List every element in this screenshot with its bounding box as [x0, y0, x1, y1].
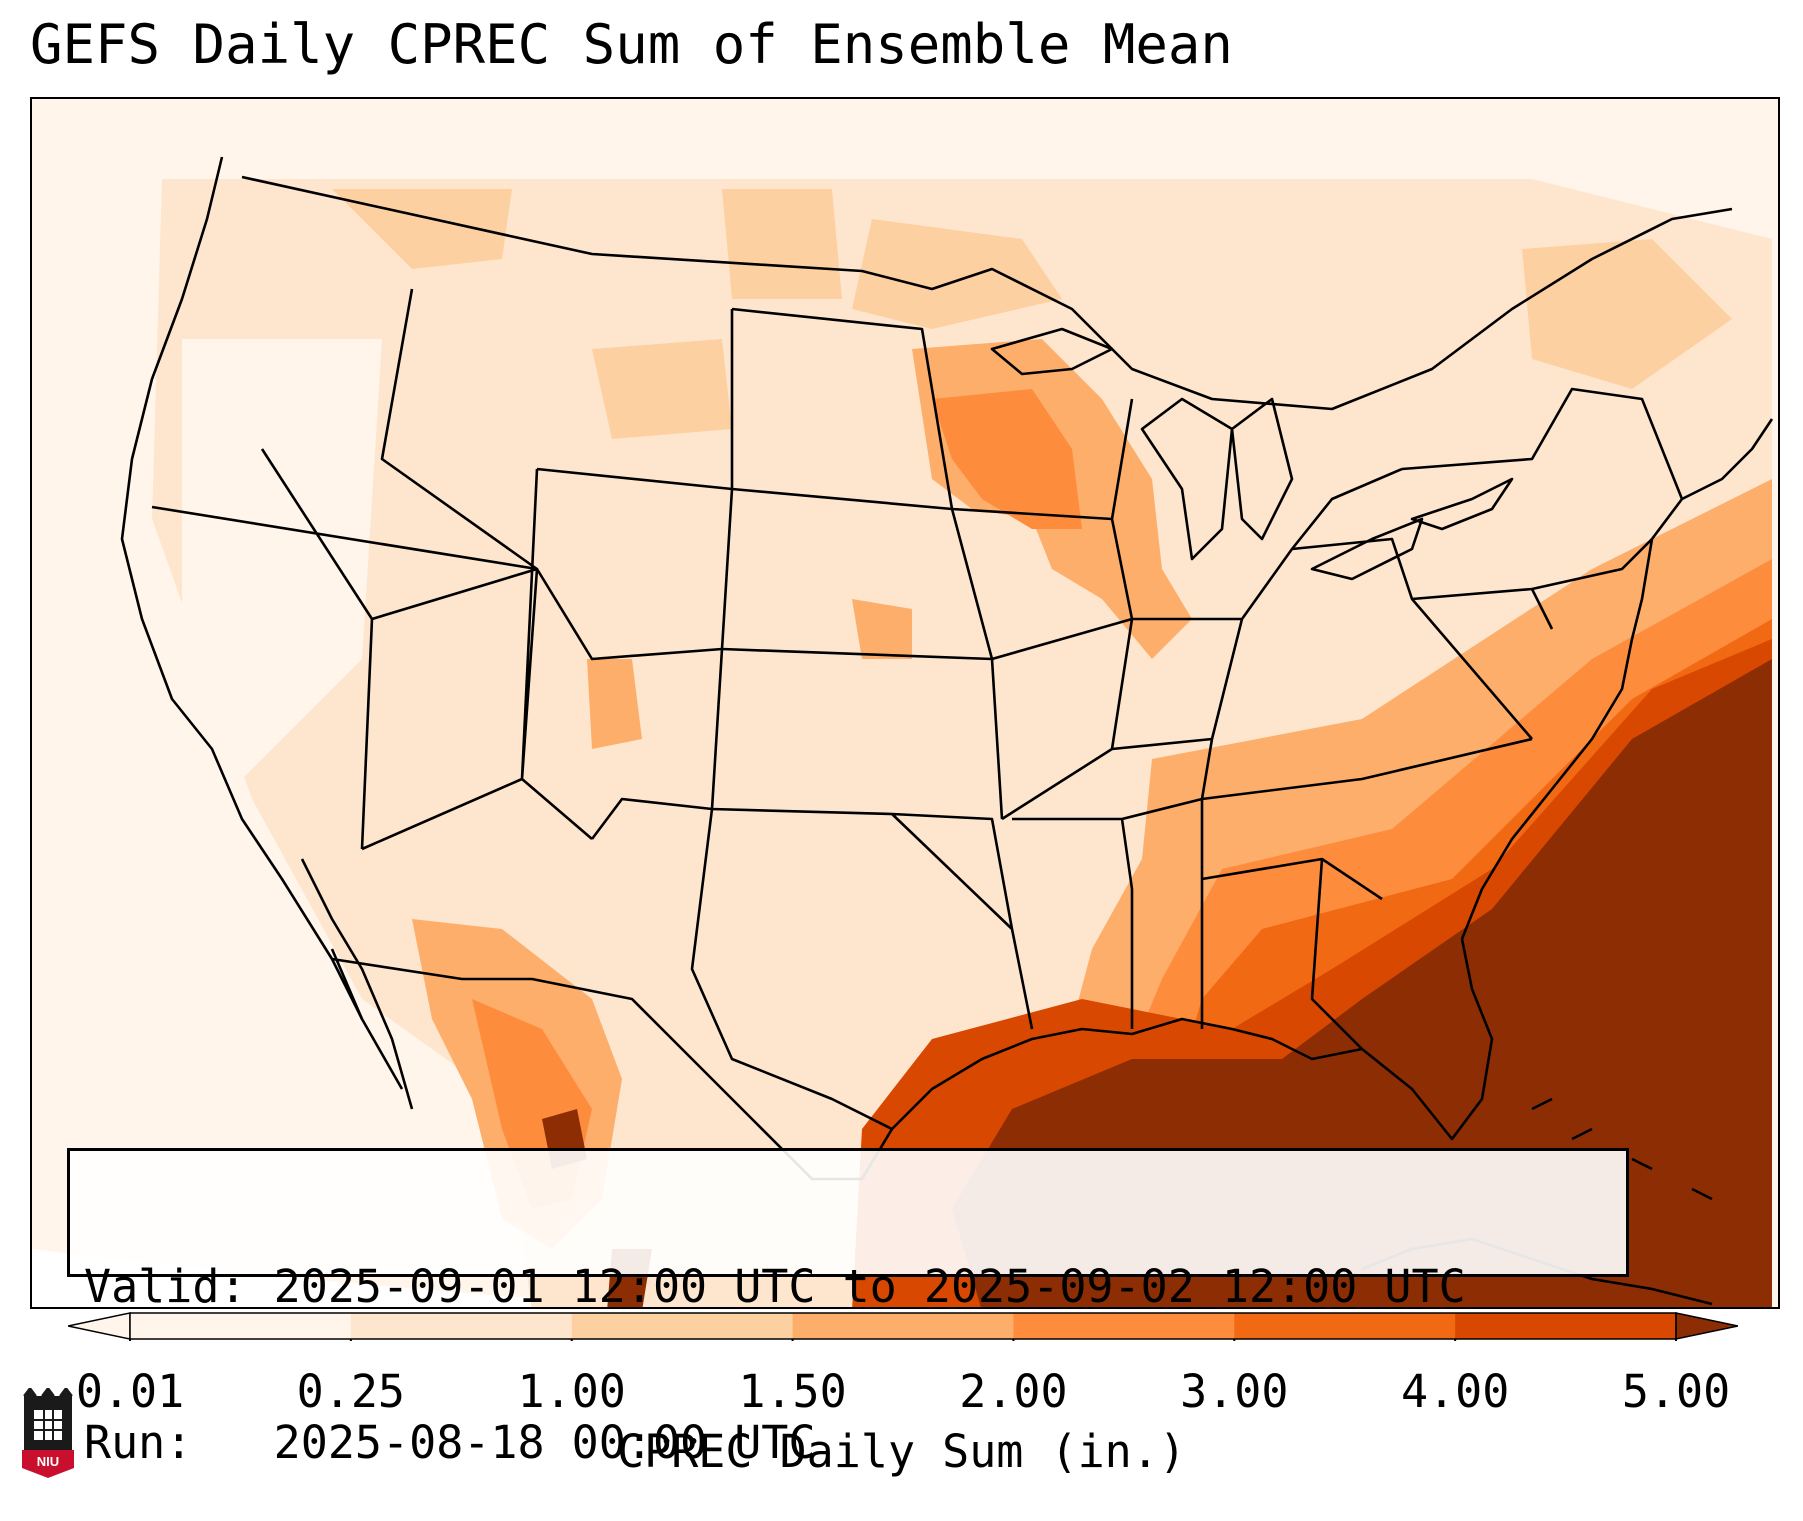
precip-2.00-midwest — [932, 389, 1082, 529]
colorbar-label: CPREC Daily Sum (in.) — [617, 1425, 1186, 1478]
bahamas — [1531, 1097, 1713, 1201]
precip-1.50-colorado — [587, 599, 912, 749]
precip-field — [152, 179, 1772, 1307]
gulf-coastline — [891, 938, 1494, 1141]
colorbar-tick-label: 1.00 — [517, 1365, 626, 1418]
atlantic-coastline — [1460, 418, 1774, 940]
colorbar-extend-high — [1675, 1312, 1738, 1340]
valid-time-text: Valid: 2025-09-01 12:00 UTC to 2025-09-0… — [84, 1260, 1466, 1313]
logo-text: NIU — [37, 1454, 59, 1469]
colorbar-segment — [1013, 1313, 1235, 1339]
great-lakes — [990, 327, 1514, 581]
precipitation-map — [32, 99, 1778, 1307]
colorbar-tick-label: 0.01 — [75, 1365, 185, 1418]
colorbar-segments — [68, 1312, 1738, 1341]
colorbar-segment — [571, 1313, 794, 1339]
run-time-text: Run: 2025-08-18 00:00 UTC — [84, 1416, 816, 1469]
colorbar-tick-label: 1.50 — [738, 1365, 847, 1418]
colorbar-tick-label: 3.00 — [1180, 1365, 1289, 1418]
colorbar-segment — [792, 1313, 1014, 1339]
precip-1.00-north — [332, 189, 1732, 439]
colorbar-segment — [1234, 1313, 1456, 1339]
colorbar-ticks: 0.01 0.25 1.00 1.50 2.00 3.00 4.00 5.00 — [0, 1365, 1803, 1418]
colorbar-tick-label: 2.00 — [959, 1365, 1068, 1418]
niu-logo: NIU — [22, 1388, 74, 1478]
colorbar-extend-low — [68, 1312, 131, 1340]
colorbar-segment — [350, 1313, 573, 1339]
precip-light-westcoast — [182, 339, 382, 779]
precip-5.00-gulf-atlantic — [952, 659, 1772, 1307]
colorbar-segment — [130, 1313, 352, 1339]
west-coastline — [120, 156, 364, 1020]
baja-coast — [300, 858, 414, 1110]
chart-title: GEFS Daily CPREC Sum of Ensemble Mean — [30, 13, 1233, 76]
colorbar — [68, 1312, 1738, 1341]
colorbar-tick-label: 5.00 — [1621, 1365, 1731, 1418]
valid-run-box: Valid: 2025-09-01 12:00 UTC to 2025-09-0… — [67, 1148, 1629, 1469]
map-panel — [30, 97, 1780, 1309]
colorbar-tick-label: 4.00 — [1400, 1365, 1510, 1418]
colorbar-tick-label: 0.25 — [296, 1365, 406, 1418]
colorbar-outline — [129, 1312, 1677, 1340]
state-lines — [151, 288, 1684, 1131]
colorbar-segment — [1455, 1313, 1677, 1339]
canada-us-border — [241, 175, 1733, 411]
